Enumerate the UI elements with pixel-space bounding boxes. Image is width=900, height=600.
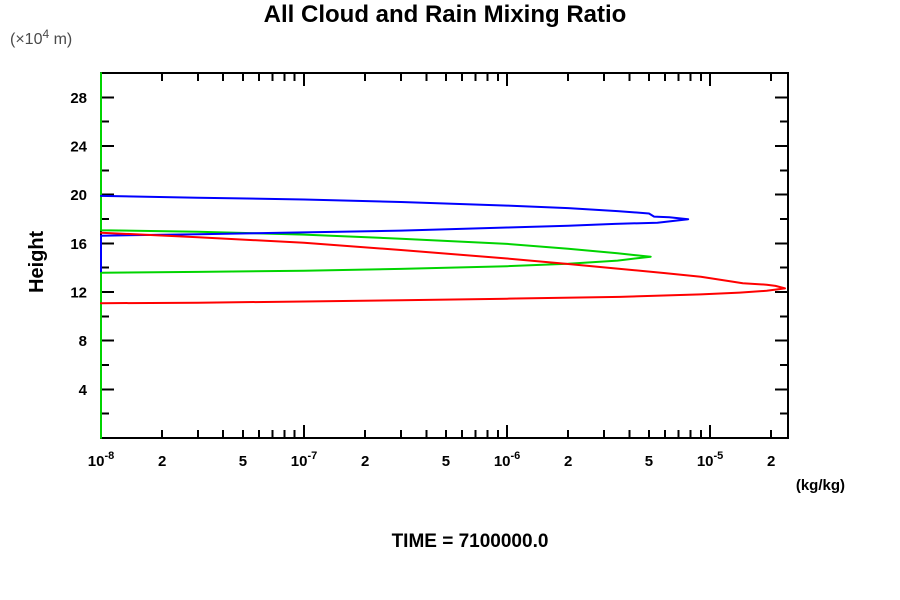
x-tick-label: 10-5 [697,450,723,470]
y-axis-units: (×104 m) [10,27,73,49]
y-tick-label: 16 [70,236,87,253]
series-green-curve [100,72,652,439]
tick-labels: 4 8 12 16 20 24 28 2 5 2 5 2 5 2 10-8 10-7 10-6 10-5 [70,90,775,470]
x-tick-label: 2 [158,453,166,470]
axes [100,72,789,439]
y-tick-label: 28 [70,90,87,107]
y-tick-label: 4 [79,382,88,399]
y-axis-units-exponent: 4 [42,27,50,41]
y-tick-label: 12 [70,285,87,302]
axis-ticks [100,72,788,438]
y-tick-label: 8 [79,333,87,350]
x-tick-label: 2 [361,453,369,470]
series-red-curve [100,231,786,305]
y-axis-units-suffix: m) [49,31,73,48]
x-tick-label: 10-6 [494,450,520,470]
x-tick-label: 5 [239,453,247,470]
x-tick-label: 2 [564,453,572,470]
series-blue-curve [100,194,690,273]
x-tick-label: 5 [442,453,450,470]
x-tick-label: 10-7 [291,450,317,470]
x-tick-label: 2 [767,453,775,470]
x-tick-label: 5 [645,453,653,470]
y-axis-units-prefix: (×10 [10,31,43,48]
y-tick-label: 20 [70,187,87,204]
y-tick-label: 24 [70,139,87,156]
x-tick-label: 10-8 [88,450,114,470]
time-annotation: TIME = 7100000.0 [391,531,549,552]
chart-title: All Cloud and Rain Mixing Ratio [263,1,627,28]
x-axis-units: (kg/kg) [795,477,845,494]
plot-frame [100,72,789,439]
